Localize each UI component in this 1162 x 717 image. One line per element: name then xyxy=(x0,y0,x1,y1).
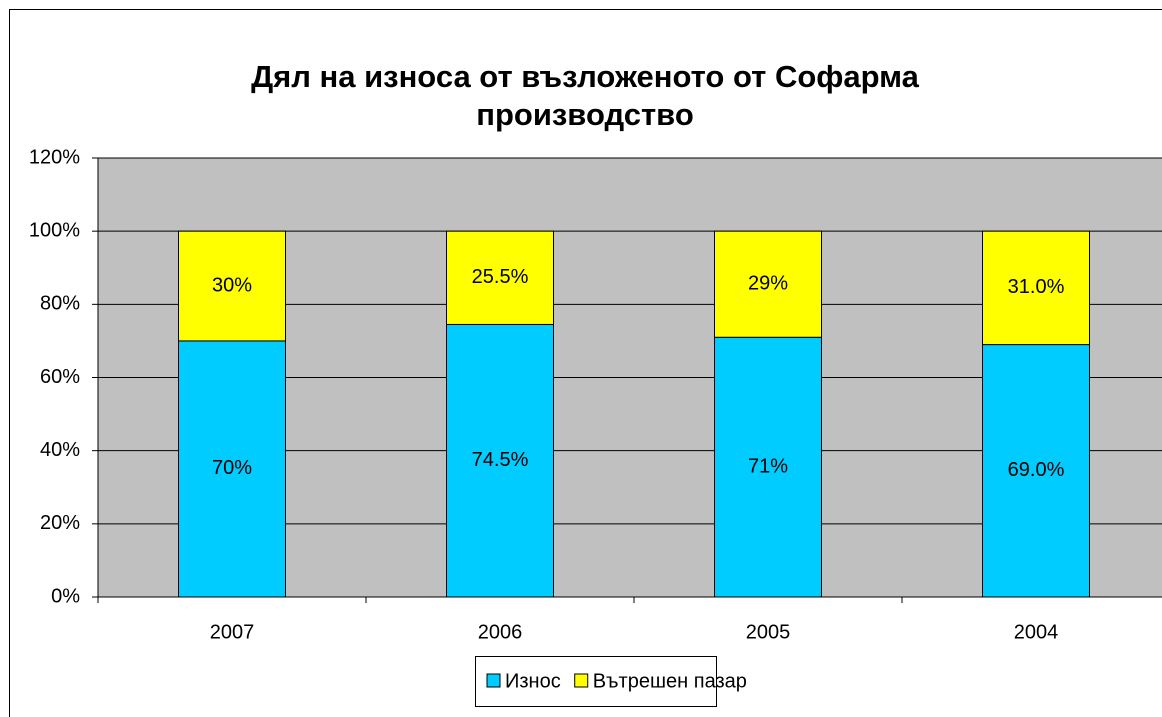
bar-segment xyxy=(714,230,822,338)
data-label: 25.5% xyxy=(472,266,529,288)
legend-box xyxy=(475,656,717,707)
x-tick-label: 2004 xyxy=(1014,621,1059,643)
y-tick-label: 40% xyxy=(40,439,80,461)
bar-segment xyxy=(446,323,554,598)
y-tick-label: 80% xyxy=(40,293,80,315)
y-tick-label: 120% xyxy=(29,146,80,168)
legend-swatch xyxy=(574,673,589,688)
data-label: 71% xyxy=(748,455,788,477)
data-label: 29% xyxy=(748,272,788,294)
legend-label: Вътрешен пазар xyxy=(593,670,747,692)
bar-segment xyxy=(982,344,1090,598)
data-label: 30% xyxy=(212,274,252,296)
data-label: 69.0% xyxy=(1008,459,1065,481)
x-tick-label: 2005 xyxy=(746,621,791,643)
x-tick-label: 2007 xyxy=(210,621,255,643)
bar-segment xyxy=(982,230,1090,346)
x-tick-label: 2006 xyxy=(478,621,523,643)
y-tick-label: 0% xyxy=(51,585,80,607)
data-label: 70% xyxy=(212,457,252,479)
legend-swatch xyxy=(486,673,501,688)
bar-segment xyxy=(178,340,286,598)
bar-segment xyxy=(714,336,822,598)
y-tick-label: 100% xyxy=(29,219,80,241)
data-label: 31.0% xyxy=(1008,276,1065,298)
data-label: 74.5% xyxy=(472,449,529,471)
chart-title: Дял на износа от възложеното от Софарма … xyxy=(251,59,919,132)
y-tick-label: 20% xyxy=(40,512,80,534)
y-tick-label: 60% xyxy=(40,366,80,388)
legend-label: Износ xyxy=(505,670,561,692)
bar-segment xyxy=(178,230,286,342)
bar-segment xyxy=(446,230,554,325)
